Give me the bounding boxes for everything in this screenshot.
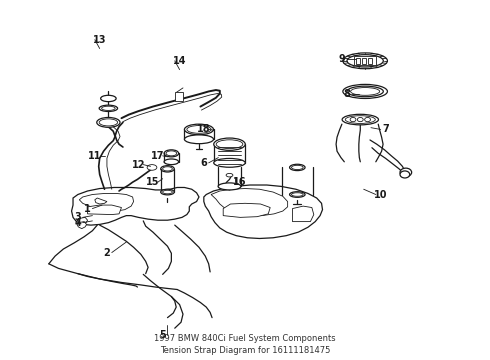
Ellipse shape [161,189,174,195]
Text: 9: 9 [339,54,345,64]
Ellipse shape [226,174,233,177]
Ellipse shape [351,87,380,95]
Text: 3: 3 [74,212,81,222]
Ellipse shape [97,117,120,127]
Ellipse shape [184,135,214,144]
Ellipse shape [343,84,388,99]
Ellipse shape [100,95,116,102]
Ellipse shape [164,159,179,165]
Ellipse shape [147,165,157,170]
Ellipse shape [218,183,241,190]
Text: 16: 16 [233,177,247,187]
Ellipse shape [216,140,243,149]
Polygon shape [293,206,314,222]
Ellipse shape [345,116,375,123]
Ellipse shape [161,166,174,172]
Ellipse shape [214,138,245,150]
Text: 10: 10 [374,189,388,199]
Ellipse shape [292,193,303,196]
Ellipse shape [99,119,118,126]
Text: 17: 17 [151,151,165,161]
Text: 14: 14 [173,56,186,66]
Text: 6: 6 [200,158,207,168]
Text: 8: 8 [343,89,350,99]
Text: 1: 1 [84,204,91,213]
Polygon shape [223,203,270,217]
Bar [175,93,183,101]
Circle shape [400,171,410,178]
Ellipse shape [163,190,172,194]
Ellipse shape [187,126,211,133]
Circle shape [400,168,412,176]
Ellipse shape [184,124,214,135]
Text: 13: 13 [93,35,106,45]
Bar [368,58,372,64]
Polygon shape [79,193,134,211]
Circle shape [365,117,370,122]
Ellipse shape [290,192,305,197]
Circle shape [350,117,356,122]
Text: 4: 4 [74,218,81,228]
Text: 15: 15 [146,177,160,187]
Ellipse shape [292,165,303,170]
Ellipse shape [214,158,245,167]
Ellipse shape [290,164,305,171]
Ellipse shape [163,167,172,171]
Text: 18: 18 [197,125,211,134]
Ellipse shape [343,53,388,69]
Text: 7: 7 [382,125,389,134]
Bar [362,58,366,64]
Bar [356,58,360,64]
Ellipse shape [166,151,177,156]
Ellipse shape [347,86,383,97]
Ellipse shape [164,150,179,157]
Ellipse shape [101,106,115,111]
Polygon shape [88,205,122,215]
Text: 11: 11 [88,151,101,161]
Text: 5: 5 [159,330,166,340]
Text: 2: 2 [103,248,110,257]
Polygon shape [77,222,87,229]
Polygon shape [204,185,322,238]
Ellipse shape [99,105,118,112]
Bar [354,56,376,66]
Ellipse shape [347,55,383,67]
Circle shape [357,117,363,122]
Polygon shape [78,217,88,224]
Polygon shape [95,198,107,204]
Polygon shape [211,189,288,216]
Text: 12: 12 [132,159,145,170]
Text: 1997 BMW 840Ci Fuel System Components
Tension Strap Diagram for 16111181475: 1997 BMW 840Ci Fuel System Components Te… [154,334,336,355]
Ellipse shape [342,114,378,125]
Polygon shape [72,188,199,225]
